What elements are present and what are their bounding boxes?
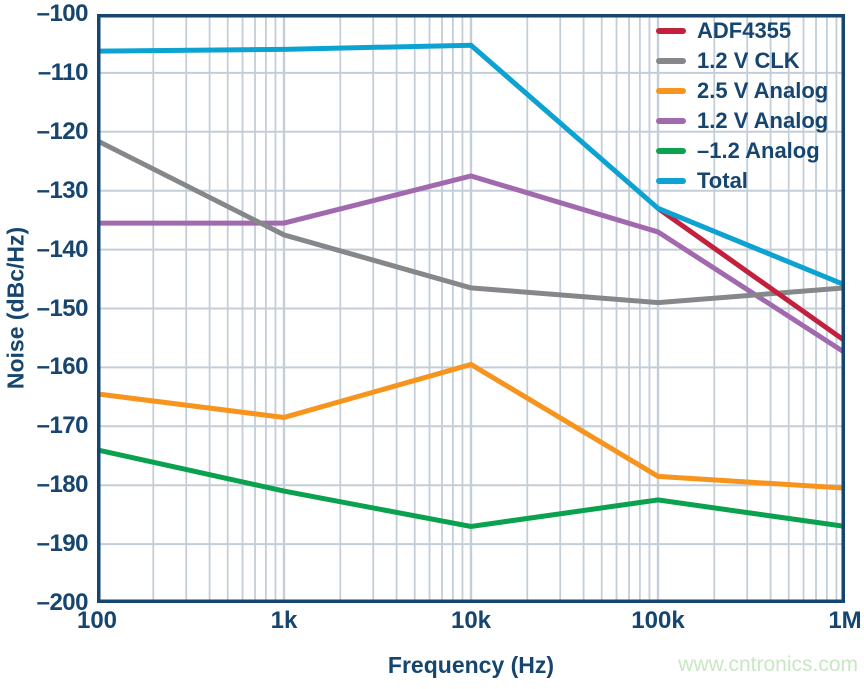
legend-item: 2.5 V Analog xyxy=(656,76,828,106)
legend-label: Total xyxy=(697,168,748,193)
y-axis-tick-label: –170 xyxy=(36,412,89,440)
series-line-2.5-v-analog xyxy=(97,361,845,491)
legend-item: –1.2 Analog xyxy=(656,136,828,166)
y-axis-tick-label: –120 xyxy=(36,117,89,145)
y-axis-title: Noise (dBc/Hz) xyxy=(2,226,29,390)
legend-swatch xyxy=(656,58,686,64)
watermark-text: www.cntronics.com xyxy=(678,653,858,676)
legend-label: 1.2 V Analog xyxy=(697,108,829,133)
legend-label: 2.5 V Analog xyxy=(697,78,829,103)
y-axis-tick-label: –180 xyxy=(36,471,89,499)
legend-label: ADF4355 xyxy=(697,18,792,43)
legend-item: 1.2 V CLK xyxy=(656,46,828,76)
legend-item: 1.2 V Analog xyxy=(656,106,828,136)
legend-swatch xyxy=(656,118,686,124)
y-axis-tick-label: –140 xyxy=(36,235,89,263)
legend-swatch xyxy=(656,148,686,154)
legend-item: Total xyxy=(656,166,828,196)
series-line-total xyxy=(97,42,845,288)
x-axis-tick-label: 10k xyxy=(450,607,492,634)
legend-swatch xyxy=(656,28,686,34)
y-axis-tick-label: –100 xyxy=(36,0,89,27)
y-axis-tick-label: –190 xyxy=(36,530,89,558)
y-axis-tick-label: –150 xyxy=(36,294,89,322)
legend-swatch xyxy=(656,178,686,184)
y-axis-tick-label: –110 xyxy=(37,58,89,86)
x-axis-tick-label: 1M xyxy=(828,607,862,634)
series-line-1.2-v-analog xyxy=(97,173,845,355)
legend: ADF4355 1.2 V CLK 2.5 V Analog 1.2 V Analog… xyxy=(656,16,828,196)
y-axis-tick-label: –130 xyxy=(36,176,89,204)
series-line--1.2-analog xyxy=(97,447,845,529)
y-axis-tick-label: –160 xyxy=(36,353,89,381)
plot-area xyxy=(97,14,845,603)
series-line-1.2-v-clk xyxy=(97,138,845,306)
legend-swatch xyxy=(656,88,686,94)
y-axis-tick-label: –200 xyxy=(36,589,89,616)
x-axis-tick-label: 100k xyxy=(631,607,685,634)
plot-border xyxy=(97,14,845,603)
series-line-adf4355 xyxy=(656,206,845,343)
x-axis-tick-label: 1k xyxy=(270,607,298,634)
legend-item: ADF4355 xyxy=(656,16,828,46)
x-axis-tick-label: 100 xyxy=(76,607,118,634)
x-axis-title: Frequency (Hz) xyxy=(387,652,555,678)
legend-label: –1.2 Analog xyxy=(697,138,820,163)
legend-label: 1.2 V CLK xyxy=(697,48,800,73)
